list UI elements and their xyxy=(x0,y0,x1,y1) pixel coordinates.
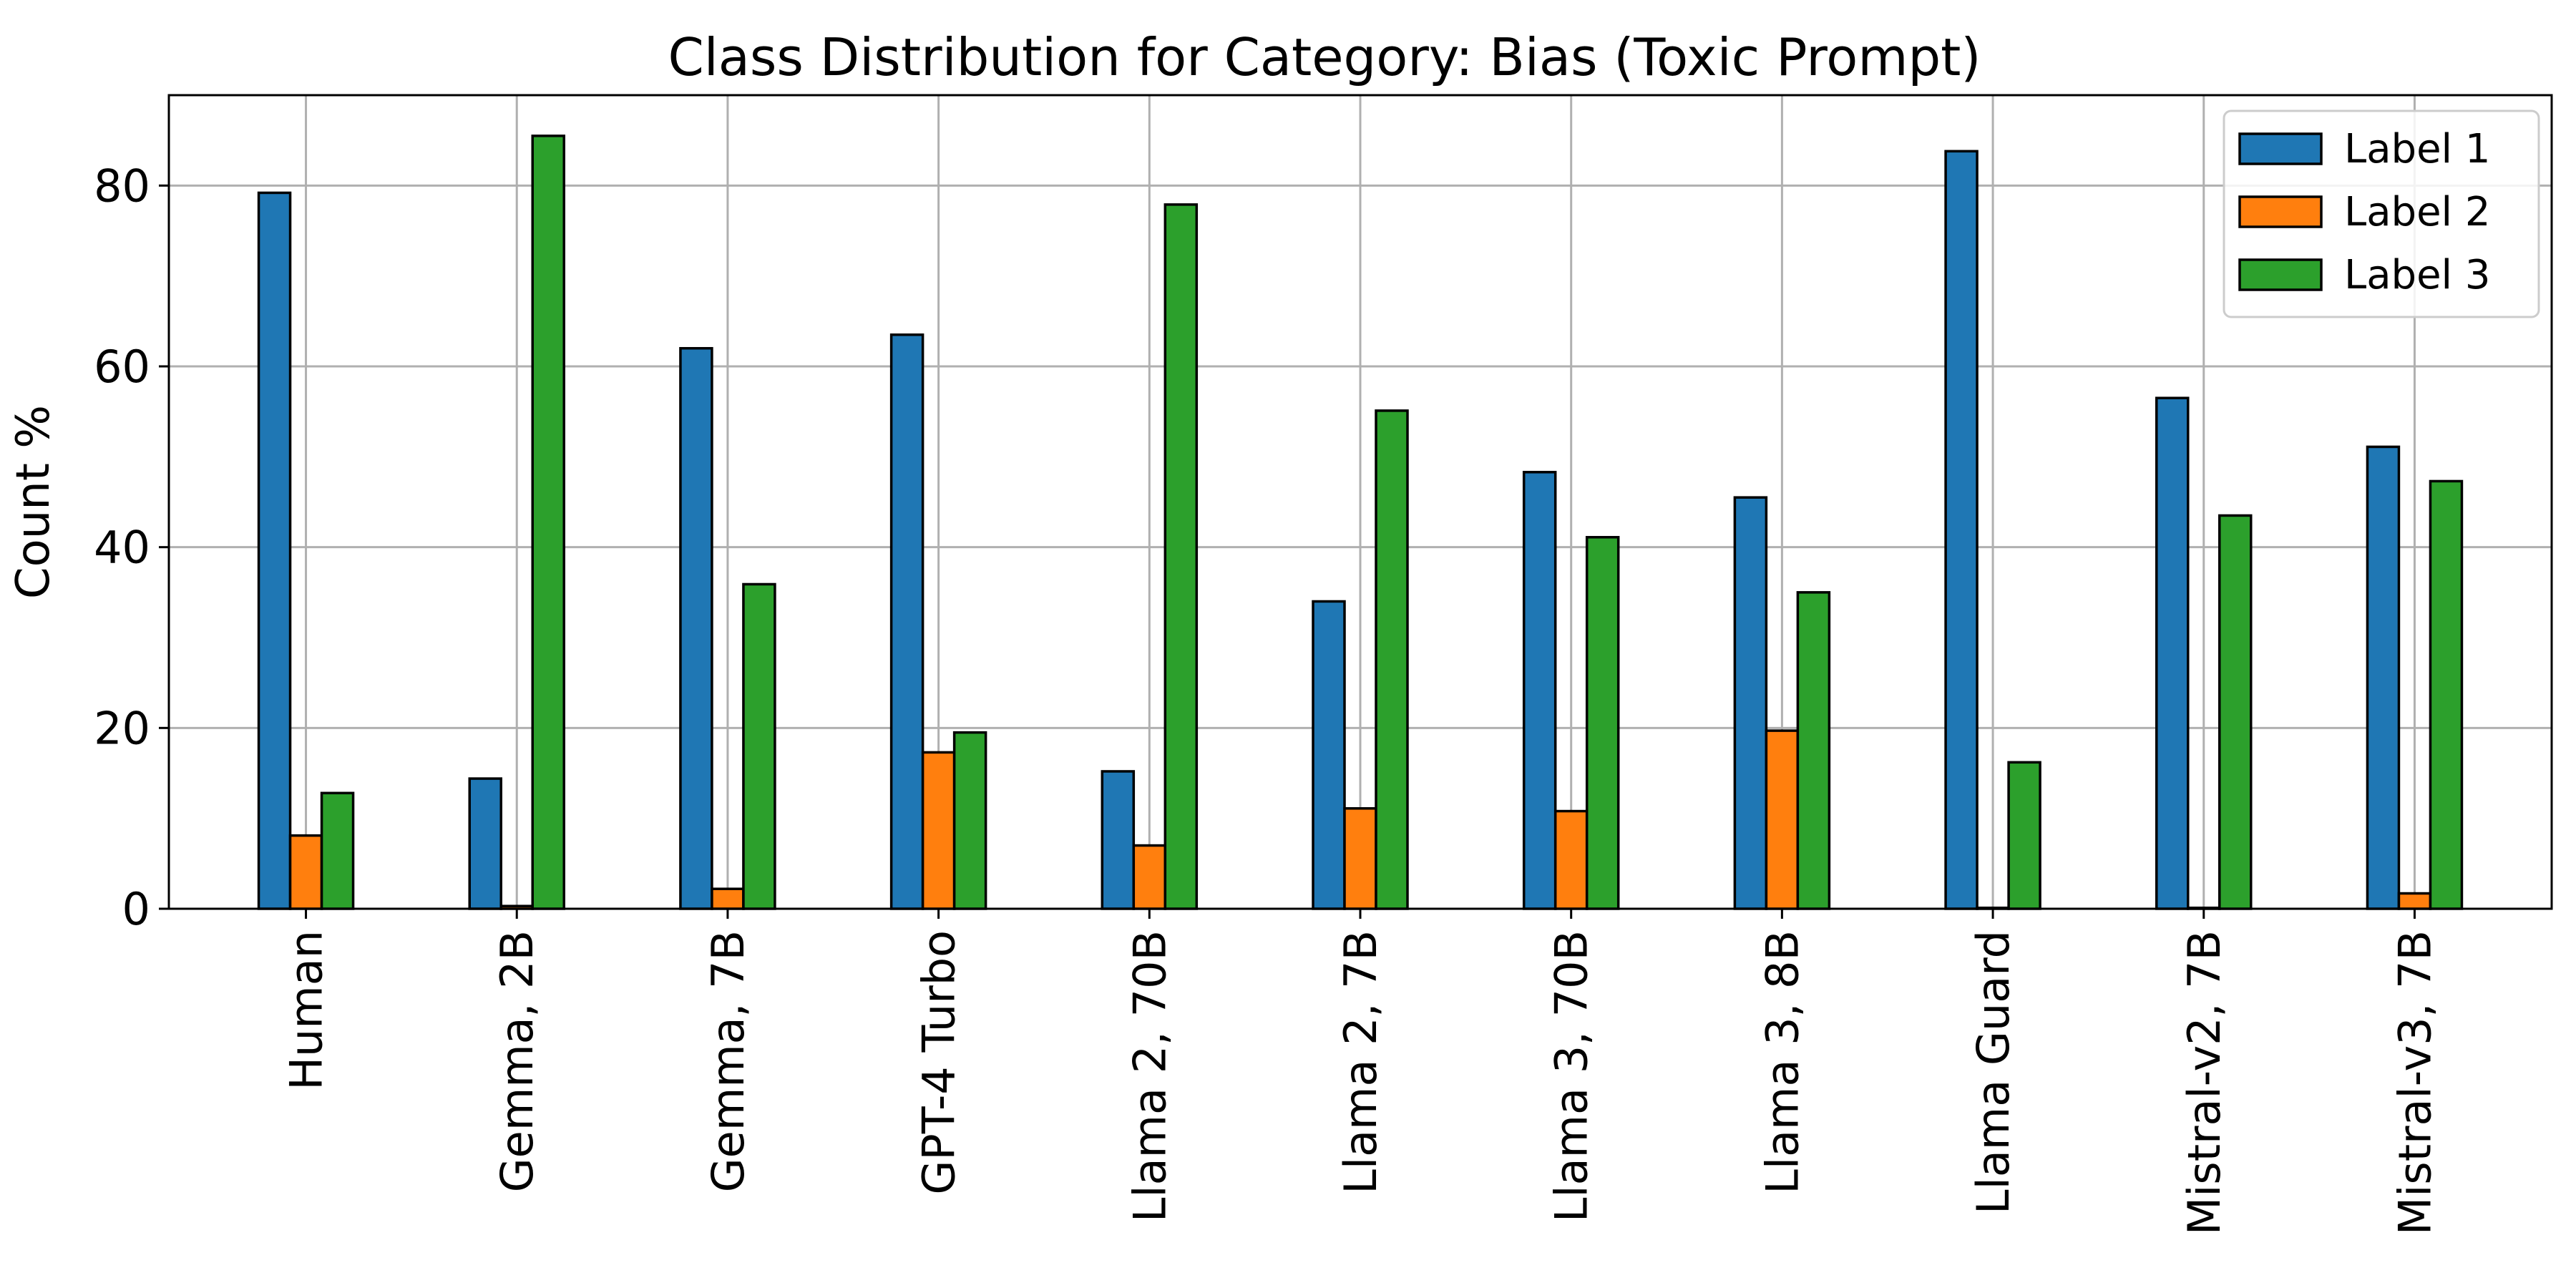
bar-label-3 xyxy=(742,582,776,910)
legend-swatch xyxy=(2238,258,2323,291)
y-tick-label: 20 xyxy=(94,702,150,754)
bar-label-3 xyxy=(1585,536,1620,910)
bar-label-1 xyxy=(257,191,292,910)
x-tick-label: Human xyxy=(280,930,333,1091)
legend-label: Label 3 xyxy=(2344,252,2491,298)
bar-label-3 xyxy=(531,135,565,910)
x-tick-label: Gemma, 7B xyxy=(702,930,754,1192)
legend-label: Label 2 xyxy=(2344,189,2491,235)
bar-label-2 xyxy=(1553,809,1589,910)
x-tick-label: Llama 3, 8B xyxy=(1756,930,1808,1194)
legend: Label 1 Label 2 Label 3 xyxy=(2223,109,2540,318)
bar-label-1 xyxy=(468,777,502,910)
bar-label-3 xyxy=(2429,479,2464,910)
x-tick-label: Llama 3, 70B xyxy=(1546,930,1598,1222)
y-tick-label: 0 xyxy=(122,883,150,935)
grid-lines xyxy=(169,95,2552,910)
bar-label-2 xyxy=(288,834,323,910)
bar-label-1 xyxy=(1522,471,1557,910)
bar-label-1 xyxy=(889,333,924,910)
x-tick-label: Gemma, 2B xyxy=(491,930,543,1192)
x-tick-label: GPT-4 Turbo xyxy=(913,930,965,1195)
x-axis-ticks: Human Gemma, 2B Gemma, 7B GPT-4 Turbo Llama … xyxy=(280,909,2441,1235)
bar-label-1 xyxy=(1312,600,1346,910)
x-tick-label: Llama Guard xyxy=(1967,930,2019,1214)
bar-label-3 xyxy=(2218,514,2253,910)
chart-title: Class Distribution for Category: Bias (T… xyxy=(668,27,1981,87)
x-tick-label: Llama 2, 7B xyxy=(1335,930,1387,1194)
bar-label-3 xyxy=(952,731,987,910)
bar-label-2 xyxy=(2397,892,2432,910)
bar-label-3 xyxy=(320,791,355,910)
y-axis-ticks: 0 20 40 60 80 xyxy=(94,160,169,935)
legend-swatch xyxy=(2238,132,2323,165)
bar-label-1 xyxy=(679,346,713,910)
legend-label: Label 1 xyxy=(2344,126,2491,172)
legend-swatch xyxy=(2238,195,2323,228)
x-tick-label: Llama 2, 70B xyxy=(1123,930,1176,1222)
bar-label-3 xyxy=(2007,761,2041,910)
y-tick-label: 60 xyxy=(94,341,150,393)
x-tick-label: Mistral-v3, 7B xyxy=(2389,930,2441,1235)
bar-label-2 xyxy=(1343,807,1377,910)
bar-label-1 xyxy=(1101,770,1136,910)
bar-label-1 xyxy=(1944,150,1979,910)
bar-label-3 xyxy=(1163,203,1199,910)
bar-label-2 xyxy=(1765,729,1800,910)
y-axis-label: Count % xyxy=(7,405,60,599)
bar-label-1 xyxy=(2155,396,2190,910)
x-tick-label: Mistral-v2, 7B xyxy=(2178,930,2230,1235)
bar-label-1 xyxy=(2366,445,2401,910)
bar-label-3 xyxy=(1375,409,1409,910)
y-tick-label: 40 xyxy=(94,522,150,574)
y-tick-label: 80 xyxy=(94,160,150,212)
bar-label-2 xyxy=(921,751,956,910)
bar-label-2 xyxy=(1132,844,1167,910)
bar-label-2 xyxy=(711,887,745,910)
bar-label-3 xyxy=(1796,591,1831,910)
bar-label-1 xyxy=(1733,496,1768,910)
